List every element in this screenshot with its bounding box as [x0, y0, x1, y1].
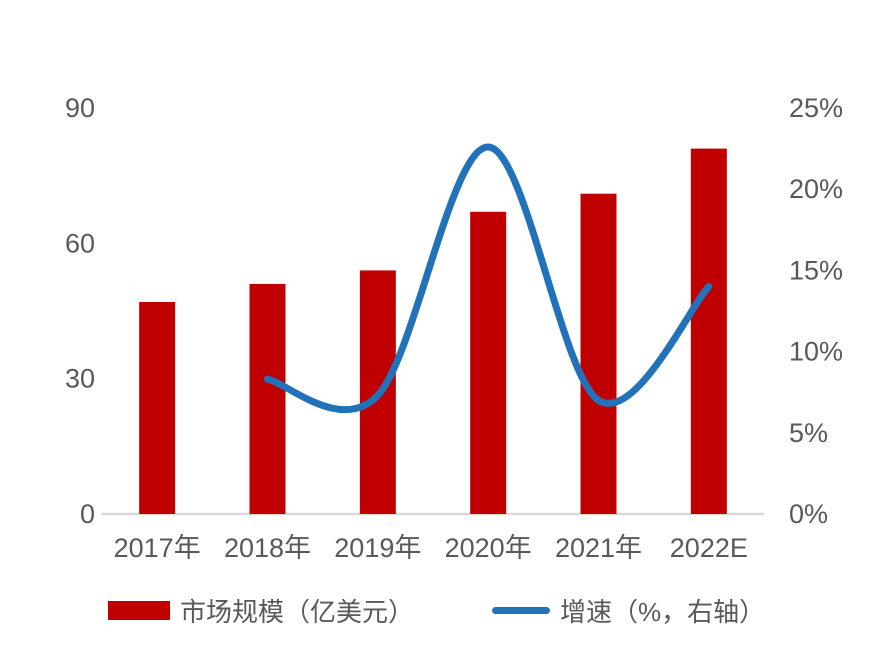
left-axis-tick-label: 90 — [65, 93, 95, 123]
bar-series-label: 市场规模（亿美元） — [180, 597, 415, 627]
growth-rate-line — [264, 143, 713, 413]
right-axis-tick-label: 15% — [789, 255, 843, 285]
x-axis-category-label: 2020年 — [445, 533, 532, 563]
bar-series-swatch-icon — [108, 601, 170, 620]
legend-item-growth-rate: 增速（%，右轴） — [492, 592, 765, 629]
x-axis-category-label: 2022E — [670, 533, 748, 563]
right-axis-tick-label: 5% — [789, 418, 828, 448]
x-axis-category-label: 2019年 — [334, 533, 421, 563]
left-axis-tick-label: 30 — [65, 364, 95, 394]
right-axis-tick-label: 0% — [789, 499, 828, 529]
left-axis-tick-label: 60 — [65, 228, 95, 258]
combo-chart-plot: 90 60 30 0 25% 20% 15% 10% 5% 0% 2017年 2018年 2019年 20… — [65, 93, 843, 563]
market-size-bar — [249, 283, 286, 514]
right-axis-tick-label: 20% — [789, 174, 843, 204]
right-axis-tick-label: 25% — [789, 93, 843, 123]
right-axis-tick-label: 10% — [789, 337, 843, 367]
x-axis-category-label: 2017年 — [114, 533, 201, 563]
market-size-bar — [690, 148, 727, 514]
x-axis-category-label: 2021年 — [555, 533, 642, 563]
legend-item-market-size: 市场规模（亿美元） — [108, 592, 414, 629]
left-axis-tick-label: 0 — [80, 499, 95, 529]
line-series-label: 增速（%，右轴） — [560, 597, 766, 627]
market-size-bar — [139, 301, 176, 514]
market-size-bar — [470, 211, 507, 514]
chart-legend: 市场规模（亿美元） 增速（%，右轴） — [108, 592, 765, 629]
x-axis-category-label: 2018年 — [224, 533, 311, 563]
market-size-bar — [580, 193, 617, 514]
line-series-swatch-icon — [492, 607, 551, 614]
